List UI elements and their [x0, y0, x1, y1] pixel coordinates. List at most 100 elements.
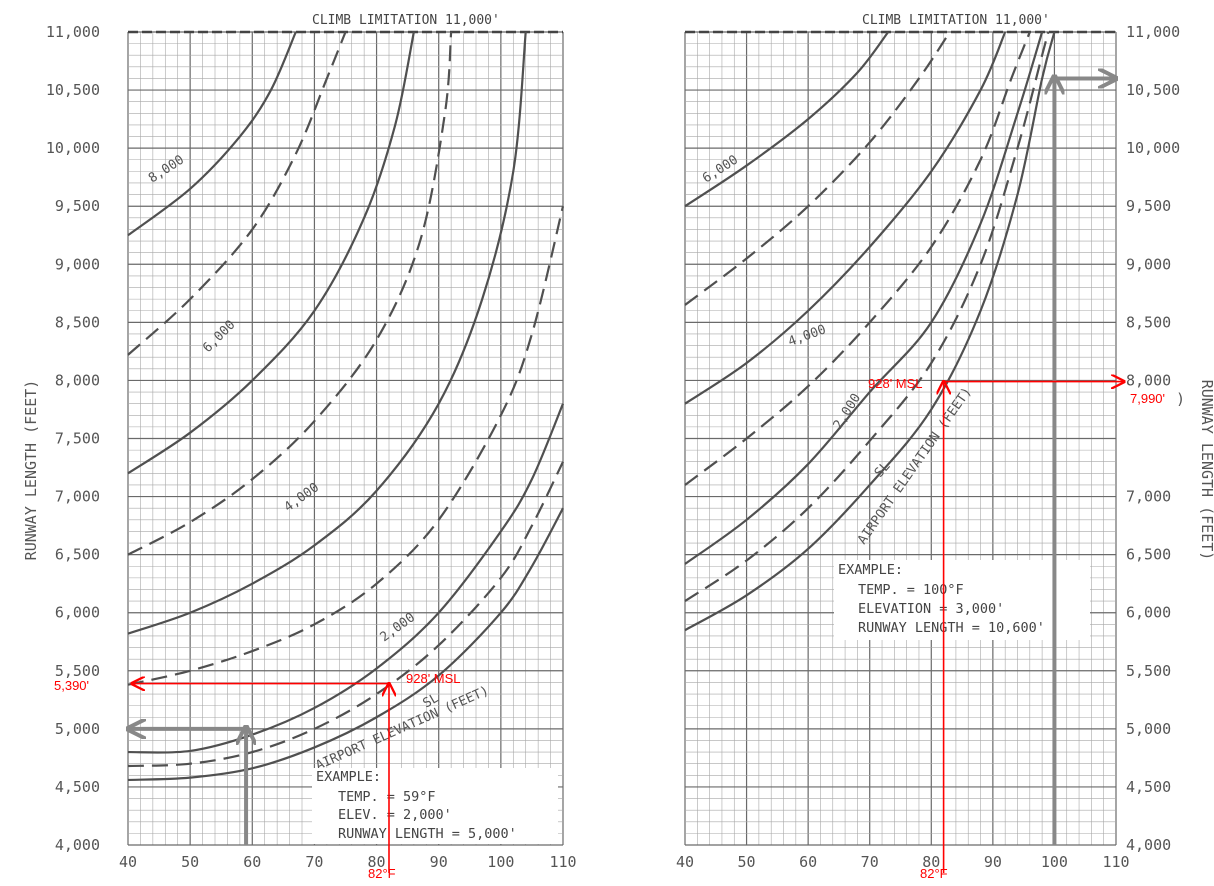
left-result-annotation: 5,390': [54, 678, 89, 693]
right-example-elevation: ELEVATION = 3,000': [858, 601, 1004, 617]
right-runway-chart: CLIMB LIMITATION 11,000' 40 50 60 70 80 90 100…: [676, 13, 1214, 881]
right-y-ticks: 4,000 4,500 5,000 5,500 6,000 6,500 7,000 8,000…: [1126, 23, 1180, 854]
y-tick-label: 4,000: [1126, 836, 1171, 854]
series-line-7: [127, 31, 347, 356]
curve-label-6000: 6,000: [200, 318, 238, 356]
x-tick-label: 40: [119, 853, 137, 871]
y-tick-label: 11,000: [46, 23, 100, 41]
x-tick-label: 110: [549, 853, 576, 871]
y-tick-label: 11,000: [1126, 23, 1180, 41]
left-runway-chart: CLIMB LIMITATION 11,000' 40 50 60 70 80 90 100…: [22, 13, 577, 881]
y-tick-label: 9,500: [55, 197, 100, 215]
y-tick-label: 4,500: [55, 778, 100, 796]
left-example-path: [130, 729, 246, 845]
y-tick-label: 10,500: [1126, 81, 1180, 99]
x-tick-label: 80: [922, 853, 940, 871]
left-example-temp: TEMP. = 59°F: [338, 789, 436, 805]
y-tick-label: 10,500: [46, 81, 100, 99]
series-line-4000: [127, 31, 415, 475]
y-tick-label: 6,500: [55, 546, 100, 564]
y-tick-label: 9,500: [1126, 197, 1171, 215]
right-y-axis-label: RUNWAY LENGTH (FEET): [1198, 380, 1214, 561]
series-line-3: [127, 205, 565, 686]
y-tick-label: 7,000: [55, 488, 100, 506]
left-y-axis-label: RUNWAY LENGTH (FEET): [22, 380, 40, 561]
left-example-elev: ELEV. = 2,000': [338, 807, 452, 823]
y-tick-label: 7,000: [1126, 488, 1171, 506]
y-tick-label: 9,000: [1126, 255, 1171, 273]
y-tick-label: 10,000: [46, 139, 100, 157]
x-tick-label: 50: [181, 853, 199, 871]
left-red-annotation-path: [132, 684, 389, 873]
x-tick-label: 70: [861, 853, 879, 871]
series-line-2: [684, 31, 1044, 565]
x-tick-label: 40: [676, 853, 694, 871]
left-temp-annotation: 82°F: [368, 866, 396, 881]
right-red-annotation-path: [944, 382, 1124, 873]
y-tick-label: 5,000: [1126, 720, 1171, 738]
right-temp-annotation: 82°F: [920, 866, 948, 881]
left-chart-title: CLIMB LIMITATION 11,000': [312, 13, 500, 28]
series-line-5: [127, 31, 453, 556]
y-tick-label: 8,000: [1126, 371, 1171, 389]
series-line-2000: [127, 31, 527, 635]
y-tick-label: 6,500: [1126, 546, 1171, 564]
right-result-annotation: 7,990': [1130, 391, 1165, 406]
right-example-heading: EXAMPLE:: [838, 562, 903, 578]
right-example-path: [1054, 78, 1114, 845]
series-line-sl: [127, 507, 564, 782]
curve-label-6000: 6,000: [700, 152, 741, 186]
y-tick-label: 10,000: [1126, 139, 1180, 157]
right-y-tick-7500-fragment: ): [1176, 390, 1185, 408]
x-tick-label: 70: [305, 853, 323, 871]
y-tick-label: 7,500: [55, 430, 100, 448]
y-tick-label: 5,000: [55, 720, 100, 738]
x-tick-label: 90: [984, 853, 1002, 871]
series-line-2: [127, 403, 565, 754]
right-series: [684, 31, 1056, 632]
series-line-6000: [127, 31, 297, 237]
y-tick-label: 6,000: [55, 604, 100, 622]
series-line-2000: [684, 31, 1007, 405]
right-example-runway-length: RUNWAY LENGTH = 10,600': [858, 620, 1045, 636]
y-tick-label: 8,500: [1126, 313, 1171, 331]
curve-label-8000: 8,000: [146, 152, 187, 186]
curve-label-airport-elevation: AIRPORT ELEVATION (FEET): [855, 385, 975, 547]
right-chart-title: CLIMB LIMITATION 11,000': [862, 13, 1050, 28]
y-tick-label: 8,000: [55, 371, 100, 389]
series-line-sl: [684, 31, 1056, 632]
y-tick-label: 8,500: [55, 313, 100, 331]
y-tick-label: 6,000: [1126, 604, 1171, 622]
x-tick-label: 100: [1041, 853, 1068, 871]
right-curve-labels: 6,000 4,000 2,000 SL AIRPORT ELEVATION (…: [700, 152, 975, 547]
x-tick-label: 50: [738, 853, 756, 871]
left-example-runway-length: RUNWAY LENGTH = 5,000': [338, 826, 517, 842]
x-tick-label: 60: [799, 853, 817, 871]
series-line-3: [684, 31, 1031, 486]
x-tick-label: 100: [487, 853, 514, 871]
right-example-temp: TEMP. = 100°F: [858, 582, 964, 598]
left-example-heading: EXAMPLE:: [316, 769, 381, 785]
y-tick-label: 9,000: [55, 255, 100, 273]
right-grid: [684, 30, 1117, 846]
left-grid: [127, 30, 564, 846]
x-tick-label: 110: [1102, 853, 1129, 871]
series-line-1: [684, 31, 1050, 603]
curve-label-sl: SL: [421, 691, 442, 712]
right-x-ticks: 40 50 60 70 80 90 100 110: [676, 853, 1130, 871]
x-tick-label: 80: [368, 853, 386, 871]
y-tick-label: 5,500: [55, 662, 100, 680]
right-elevation-annotation: 928' MSL: [868, 376, 923, 391]
left-series: [127, 31, 565, 782]
x-tick-label: 90: [430, 853, 448, 871]
left-example-box: EXAMPLE: TEMP. = 59°F ELEV. = 2,000' RUN…: [312, 768, 558, 844]
curve-label-2000: 2,000: [831, 391, 864, 432]
left-x-ticks: 40 50 60 70 80 90 100 110: [119, 853, 577, 871]
right-example-box: EXAMPLE: TEMP. = 100°F ELEVATION = 3,000…: [834, 560, 1090, 640]
left-y-ticks: 4,000 4,500 5,000 5,500 6,000 6,500 7,000 7,500…: [46, 23, 100, 854]
y-tick-label: 4,000: [55, 836, 100, 854]
series-line-1: [127, 461, 564, 768]
y-tick-label: 4,500: [1126, 778, 1171, 796]
y-tick-label: 5,500: [1126, 662, 1171, 680]
